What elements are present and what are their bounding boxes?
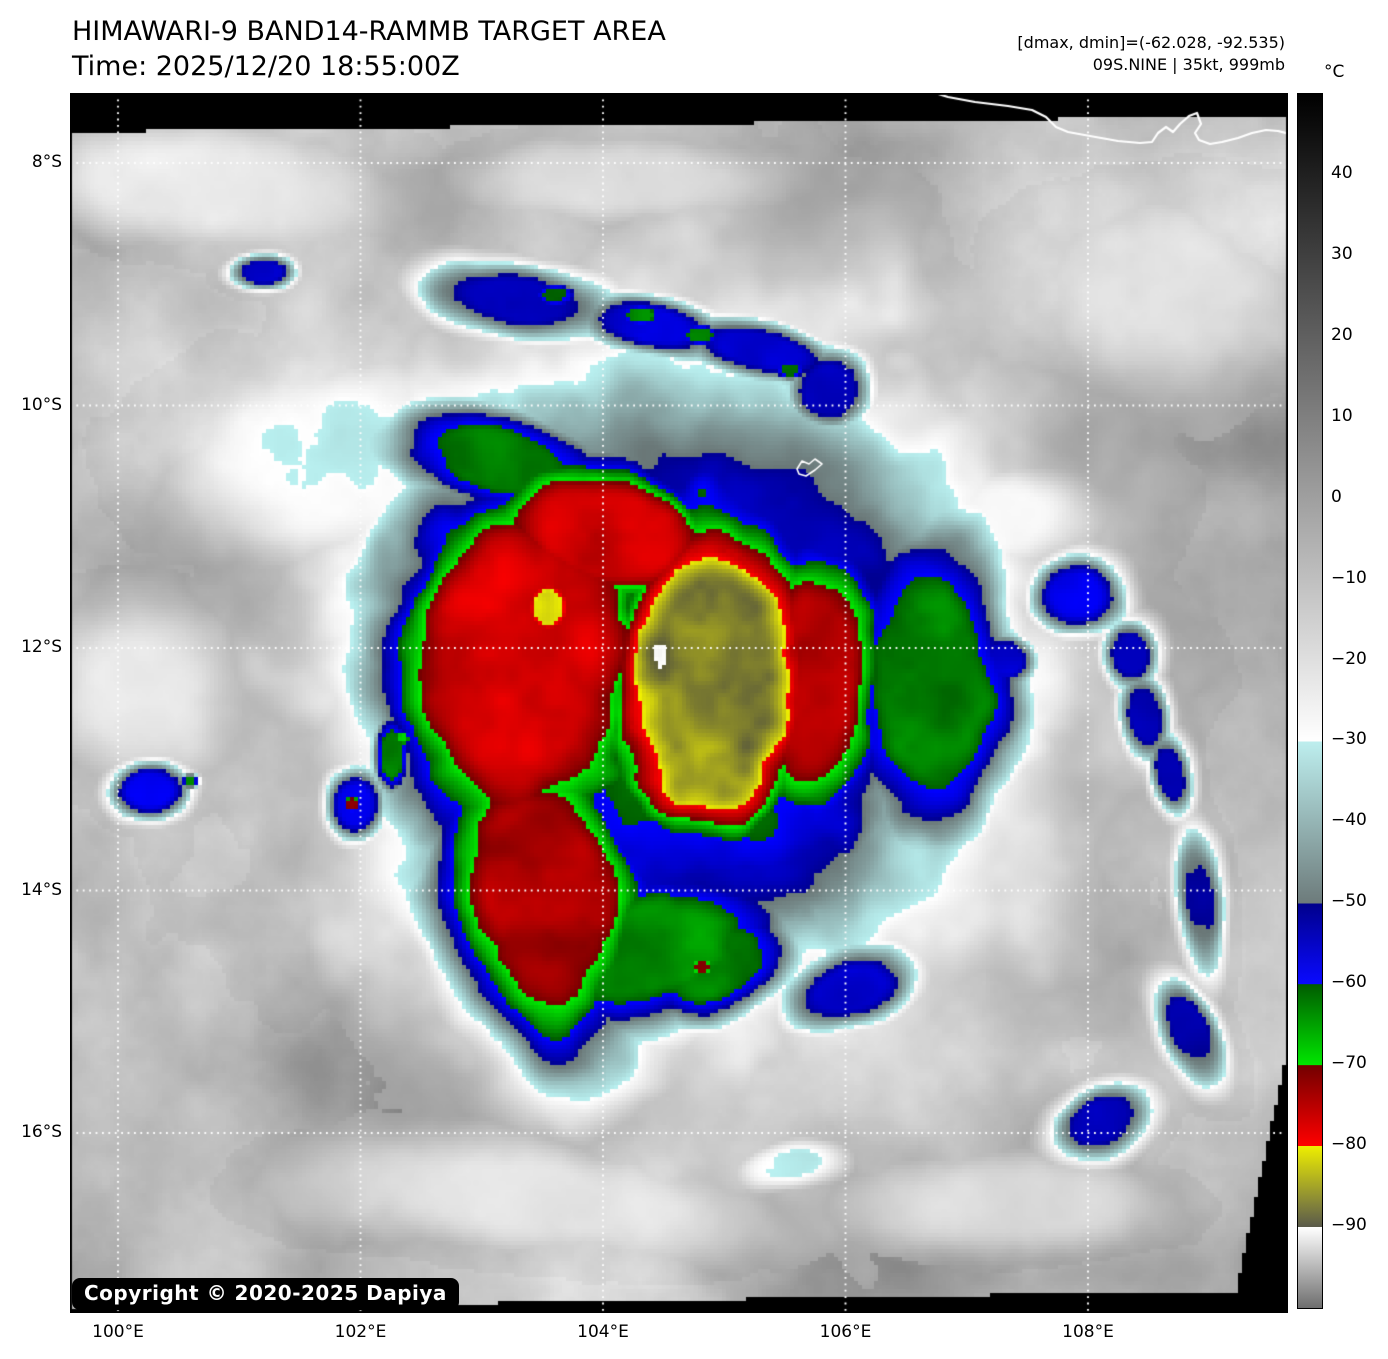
annotation-block: [dmax, dmin]=(-62.028, -92.535) 09S.NINE… [1017,32,1285,76]
colorbar-tick-label: −80 [1331,1134,1367,1155]
colorbar-tick-label: −20 [1331,648,1367,669]
colorbar-tick-label: −90 [1331,1215,1367,1236]
plot-title-block: HIMAWARI-9 BAND14-RAMMB TARGET AREA Time… [72,14,666,84]
dmax-dmin-annotation: [dmax, dmin]=(-62.028, -92.535) [1017,33,1285,52]
x-axis-tick-label: 104°E [577,1322,629,1342]
y-axis-tick-label: 16°S [21,1122,62,1142]
y-axis-tick-label: 14°S [21,879,62,900]
y-axis-tick-label: 10°S [21,394,62,415]
colorbar-tick-label: −30 [1331,729,1367,750]
y-axis-tick-label: 8°S [31,152,62,172]
x-axis-tick-label: 106°E [819,1322,872,1342]
storm-info-annotation: 09S.NINE | 35kt, 999mb [1092,55,1285,74]
satellite-image-canvas [70,93,1288,1313]
x-axis-tick-label: 102°E [334,1322,387,1342]
x-axis-tick-label: 100°E [92,1322,144,1342]
colorbar-tick-label: 10 [1331,405,1353,426]
y-axis-tick-label: 12°S [21,637,62,657]
colorbar-tick-label: 40 [1331,162,1353,183]
colorbar-tick-label: 0 [1331,486,1342,507]
x-axis-tick-label: 108°E [1062,1322,1114,1342]
colorbar-tick-label: 20 [1331,324,1353,345]
colorbar-tick-label: −50 [1331,891,1367,912]
colorbar-unit-label: °C [1324,62,1345,82]
colorbar-tick-label: −60 [1331,972,1367,993]
copyright-badge: Copyright © 2020-2025 Dapiya [72,1278,459,1310]
timestamp: Time: 2025/12/20 18:55:00Z [72,51,460,82]
colorbar-tick-label: −40 [1331,810,1367,831]
colorbar [1297,93,1323,1309]
page-title: HIMAWARI-9 BAND14-RAMMB TARGET AREA [72,16,666,47]
colorbar-tick-label: −10 [1331,567,1367,588]
colorbar-tick-label: −70 [1331,1053,1367,1074]
satellite-map: Copyright © 2020-2025 Dapiya [70,93,1288,1313]
colorbar-tick-label: 30 [1331,243,1353,264]
